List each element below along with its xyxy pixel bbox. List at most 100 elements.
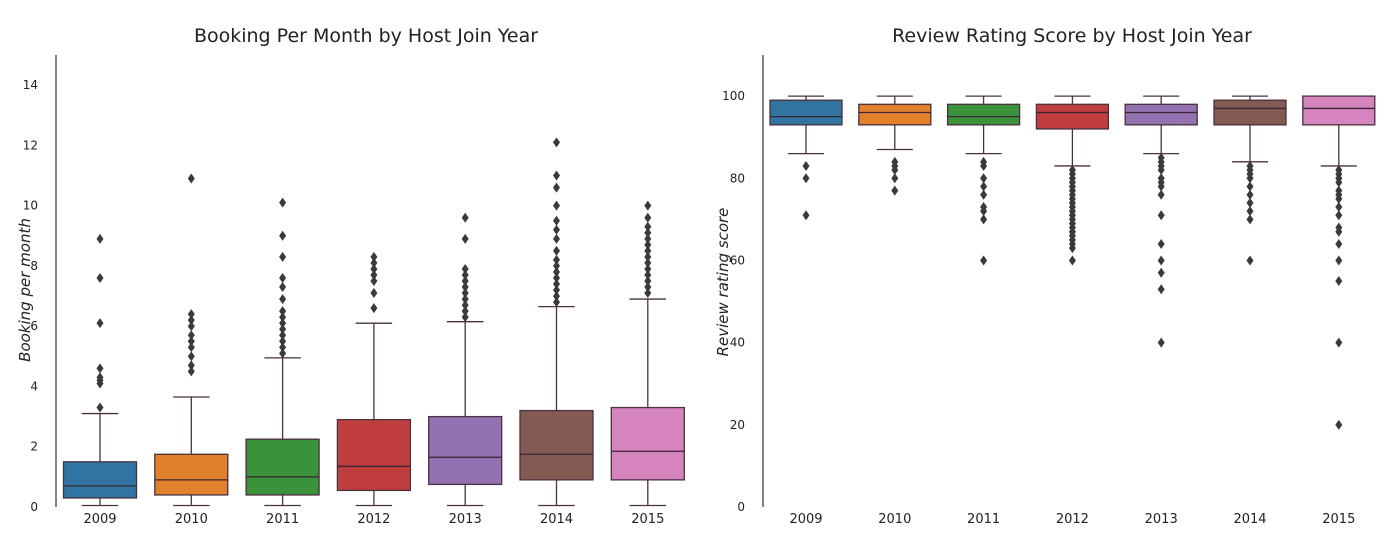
outlier-point (644, 221, 652, 232)
x-tick-label: 2010 (878, 512, 911, 527)
outlier-point (553, 260, 560, 271)
box-2015 (1302, 95, 1376, 126)
outlier-point (802, 210, 810, 221)
outlier-point (553, 137, 560, 148)
outlier-point (1246, 197, 1254, 208)
outlier-point (980, 189, 988, 200)
outlier-point (1246, 181, 1254, 192)
y-tick-label: 20 (730, 418, 745, 432)
outlier-point (891, 185, 899, 196)
outlier-point (461, 306, 469, 317)
outlier-point (553, 224, 560, 235)
outlier-point (553, 266, 560, 277)
outlier-point (187, 173, 195, 184)
outlier-point (644, 239, 652, 250)
outlier-point (461, 282, 469, 293)
box-2015 (610, 406, 685, 481)
x-tick-label: 2013 (449, 512, 482, 527)
y-tick-label: 4 (30, 379, 38, 393)
outlier-point (279, 272, 287, 283)
outlier-point (553, 170, 560, 181)
outlier-point (461, 276, 469, 286)
x-tick-label: 2012 (357, 512, 390, 527)
outlier-point (553, 182, 560, 193)
outlier-point (553, 215, 560, 226)
box-2010 (858, 103, 932, 126)
outlier-point (96, 402, 104, 413)
outlier-point (1335, 337, 1343, 348)
outlier-point (891, 173, 899, 184)
outlier-point (1246, 189, 1254, 200)
outlier-point (980, 160, 988, 171)
outlier-point (96, 272, 104, 283)
outlier-point (1068, 255, 1076, 266)
outlier-point (1335, 177, 1343, 188)
outlier-point (279, 324, 287, 335)
box-2009 (62, 461, 138, 499)
outlier-point (802, 173, 810, 184)
outlier-point (461, 312, 469, 323)
outlier-point (187, 315, 195, 326)
x-tick-label: 2014 (1233, 512, 1266, 527)
outlier-point (553, 285, 560, 296)
outlier-point (461, 233, 469, 244)
outlier-point (1335, 210, 1343, 221)
y-tick-label: 40 (730, 336, 745, 350)
outlier-point (461, 288, 469, 299)
outlier-point (370, 269, 378, 280)
outlier-point (644, 227, 652, 238)
outlier-point (980, 206, 988, 217)
outlier-point (802, 160, 810, 171)
outlier-point (279, 342, 287, 353)
outlier-point (370, 303, 378, 314)
outlier-point (370, 251, 378, 262)
outlier-point (187, 366, 195, 377)
y-tick-label: 60 (730, 253, 745, 267)
outlier-point (370, 276, 378, 286)
outlier-point (553, 245, 560, 256)
outlier-point (1157, 284, 1165, 295)
box-2012 (1035, 103, 1110, 130)
outlier-point (279, 348, 287, 359)
y-tick-label: 0 (30, 500, 38, 514)
outlier-point (1157, 267, 1165, 278)
outlier-point (1246, 214, 1254, 225)
box-2011 (245, 438, 320, 496)
x-tick-label: 2015 (1322, 512, 1355, 527)
box-2013 (1124, 103, 1198, 126)
outlier-point (1246, 173, 1254, 184)
outlier-point (279, 312, 287, 323)
outlier-point (96, 233, 104, 244)
x-tick-label: 2013 (1145, 512, 1178, 527)
outlier-point (279, 282, 287, 293)
outlier-point (644, 282, 652, 293)
outlier-point (1335, 202, 1343, 213)
outlier-point (553, 200, 560, 211)
outlier-point (553, 279, 560, 290)
outlier-point (553, 254, 560, 265)
outlier-point (279, 318, 287, 329)
y-tick-label: 100 (722, 89, 745, 103)
outlier-point (187, 330, 195, 341)
outlier-point (1335, 276, 1343, 286)
outlier-point (553, 297, 560, 308)
outlier-point (1335, 239, 1343, 250)
outlier-point (1157, 189, 1165, 200)
outlier-point (553, 233, 560, 244)
outlier-point (96, 318, 104, 329)
outlier-point (279, 251, 287, 262)
outlier-point (370, 263, 378, 274)
outlier-point (1157, 239, 1165, 250)
outlier-point (644, 200, 652, 211)
outlier-point (1157, 181, 1165, 192)
outlier-point (644, 245, 652, 256)
outlier-point (553, 272, 560, 283)
outlier-point (644, 233, 652, 244)
outlier-point (644, 257, 652, 268)
outlier-point (461, 212, 469, 223)
chart-title: Booking Per Month by Host Join Year (194, 25, 538, 47)
outlier-point (980, 173, 988, 184)
outlier-point (187, 336, 195, 347)
y-tick-label: 14 (23, 78, 38, 92)
